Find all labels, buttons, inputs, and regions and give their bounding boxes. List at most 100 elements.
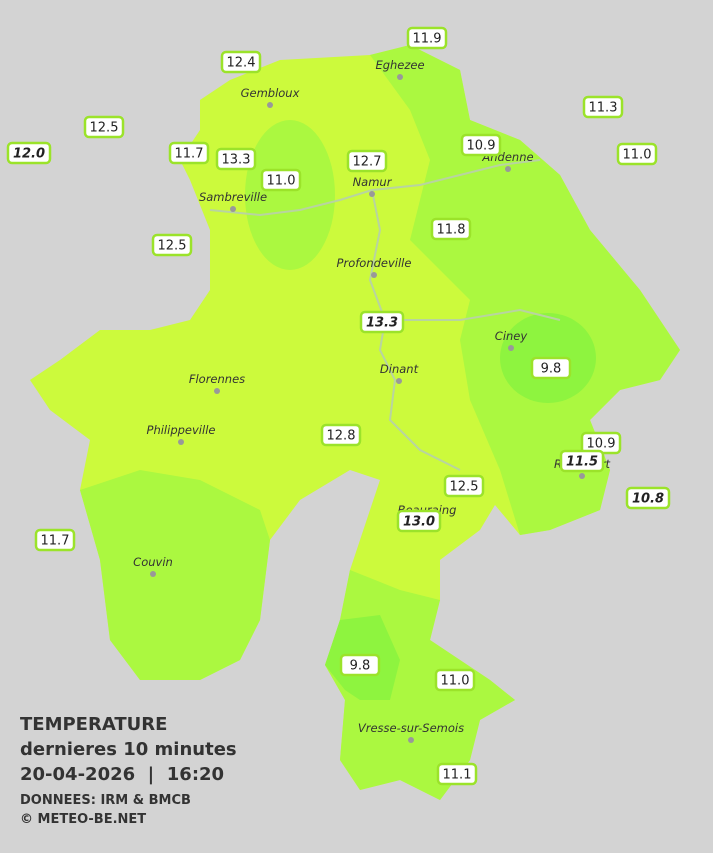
station-value: 12.8 xyxy=(327,429,356,444)
station: 12.5 xyxy=(83,115,125,139)
city-dot xyxy=(508,345,514,351)
station: 11.0 xyxy=(260,168,302,192)
river xyxy=(209,159,561,471)
city-label: Vresse-sur-Semois xyxy=(358,721,464,735)
station-value: 10.8 xyxy=(632,492,664,507)
station-box xyxy=(34,528,76,552)
station-value: 12.0 xyxy=(13,147,45,162)
station-value: 9.8 xyxy=(541,362,562,377)
station-box xyxy=(6,141,52,165)
station-box xyxy=(220,50,262,74)
station-box xyxy=(434,668,476,692)
city-label: Profondeville xyxy=(337,256,412,270)
legend-source: DONNEES: IRM & BMCB xyxy=(20,793,191,808)
city-dot xyxy=(408,737,414,743)
legend-copyright: © METEO-BE.NET xyxy=(20,812,146,827)
station: 11.3 xyxy=(582,95,624,119)
station-box xyxy=(359,310,405,334)
station-box xyxy=(151,233,193,257)
station: 11.1 xyxy=(436,762,478,786)
city-dot xyxy=(178,439,184,445)
legend-subtitle: dernieres 10 minutes xyxy=(20,739,237,760)
station-value: 12.5 xyxy=(90,121,119,136)
station-box xyxy=(625,486,671,510)
station-value: 12.7 xyxy=(353,155,382,170)
city-label: Couvin xyxy=(133,555,173,569)
station: 12.4 xyxy=(220,50,262,74)
city-label: Namur xyxy=(353,175,393,189)
station-value: 11.9 xyxy=(413,32,442,47)
station: 10.9 xyxy=(580,431,622,455)
station-box xyxy=(168,141,210,165)
station: 11.0 xyxy=(434,668,476,692)
station-box xyxy=(396,509,442,533)
station: 12.5 xyxy=(443,474,485,498)
zone-cool xyxy=(370,45,680,535)
station-box xyxy=(430,217,472,241)
station-value: 11.5 xyxy=(566,455,598,470)
station: 12.8 xyxy=(320,423,362,447)
station: 13.3 xyxy=(215,147,257,171)
station-value: 11.0 xyxy=(441,674,470,689)
station-value: 11.0 xyxy=(267,174,296,189)
city-label: Florennes xyxy=(189,372,245,386)
station-value: 11.1 xyxy=(443,768,472,783)
station: 9.8 xyxy=(530,356,572,380)
legend-datetime: 20-04-2026 | 16:20 xyxy=(20,764,224,785)
station-box xyxy=(582,95,624,119)
station-value: 10.9 xyxy=(587,437,616,452)
legend-title: TEMPERATURE xyxy=(20,714,167,735)
city-dot xyxy=(396,378,402,384)
station: 12.0 xyxy=(6,141,52,165)
city-label: Philippeville xyxy=(147,423,216,437)
city-dot xyxy=(397,74,403,80)
city-dot xyxy=(214,388,220,394)
station-value: 12.4 xyxy=(227,56,256,71)
station-box xyxy=(436,762,478,786)
zone-cool xyxy=(245,120,335,270)
station-box xyxy=(83,115,125,139)
station-box xyxy=(406,26,448,50)
city-label: Sambreville xyxy=(199,190,267,204)
station: 11.7 xyxy=(168,141,210,165)
station-value: 12.5 xyxy=(158,239,187,254)
station-box xyxy=(320,423,362,447)
station-value: 11.3 xyxy=(589,101,618,116)
station-value: 11.0 xyxy=(623,148,652,163)
city-dot xyxy=(369,191,375,197)
station: 12.5 xyxy=(151,233,193,257)
city-label: Eghezee xyxy=(375,58,424,72)
city-dot xyxy=(230,206,236,212)
station-value: 13.3 xyxy=(222,153,251,168)
station-box xyxy=(443,474,485,498)
city-dot xyxy=(371,272,377,278)
station-value: 11.7 xyxy=(41,534,70,549)
city-label: Ciney xyxy=(495,329,528,343)
station-value: 10.9 xyxy=(467,139,496,154)
station: 10.9 xyxy=(460,133,502,157)
station: 12.7 xyxy=(346,149,388,173)
station-box xyxy=(215,147,257,171)
station: 13.0 xyxy=(396,509,442,533)
station: 9.8 xyxy=(339,653,381,677)
station: 11.9 xyxy=(406,26,448,50)
city-dot xyxy=(579,473,585,479)
station: 11.8 xyxy=(430,217,472,241)
station-value: 12.5 xyxy=(450,480,479,495)
station: 11.0 xyxy=(616,142,658,166)
station: 10.8 xyxy=(625,486,671,510)
station-box xyxy=(559,449,605,473)
station-value: 13.0 xyxy=(403,515,435,530)
station-value: 11.7 xyxy=(175,147,204,162)
city-dot xyxy=(267,102,273,108)
city-label: Gembloux xyxy=(241,86,300,100)
station: 13.3 xyxy=(359,310,405,334)
station-value: 9.8 xyxy=(350,659,371,674)
station-value: 11.8 xyxy=(437,223,466,238)
station: 11.5 xyxy=(559,449,605,473)
city-dot xyxy=(150,571,156,577)
station: 11.7 xyxy=(34,528,76,552)
zone-cool xyxy=(80,470,270,680)
station-box xyxy=(346,149,388,173)
